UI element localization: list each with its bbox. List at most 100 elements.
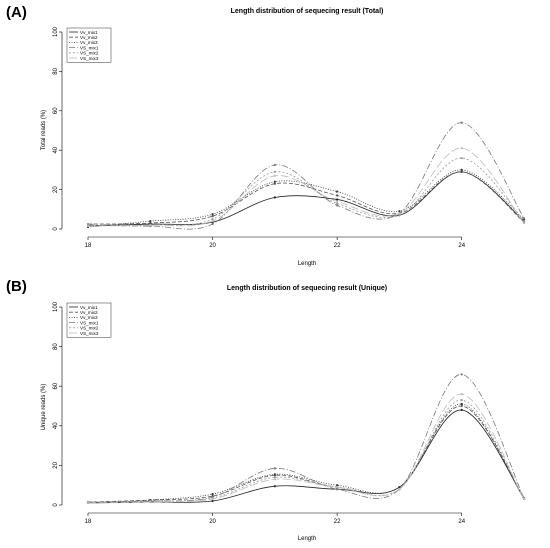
series-line-VS_mix1: [87, 373, 525, 503]
data-point: [522, 497, 526, 501]
y-axis-label: Unique reads (%): [41, 384, 47, 431]
chart-title: Length distribution of sequecing result …: [231, 8, 384, 15]
panel-label: (A): [6, 4, 27, 21]
data-point: [336, 484, 339, 487]
data-point: [273, 473, 276, 476]
data-point: [211, 497, 214, 501]
chart-unique-svg: Length distribution of sequecing result …: [41, 285, 526, 542]
data-point: [522, 220, 526, 223]
chart-panel-unique: (B) Length distribution of sequecing res…: [0, 274, 550, 548]
data-point: [398, 212, 401, 215]
data-point: [460, 170, 463, 173]
y-tick-label: 0: [53, 227, 59, 231]
legend-label: Vv_mix1: [80, 30, 98, 35]
legend-label: Vv_mix2: [80, 35, 98, 40]
data-point: [211, 215, 214, 218]
data-point: [460, 156, 463, 160]
data-point: [336, 486, 339, 489]
legend-label: VS_mix2: [80, 51, 99, 56]
series-line-VS_mix1: [87, 122, 525, 230]
data-point: [273, 163, 276, 167]
series-line-Vv_mix2: [87, 171, 525, 225]
legend-box: [66, 27, 112, 63]
y-tick-label: 60: [53, 382, 59, 389]
chart-title: Length distribution of sequecing result …: [227, 285, 387, 292]
y-axis-label: Total reads (%): [41, 110, 47, 150]
data-point: [273, 180, 276, 183]
x-tick-label: 22: [334, 519, 341, 525]
chart-panel-total: (A) Length distribution of sequecing res…: [6, 4, 526, 267]
data-point: [336, 488, 339, 491]
legend-label: Vv_mix3: [80, 40, 98, 45]
data-point: [86, 222, 90, 226]
data-point: [273, 182, 276, 185]
y-tick-label: 0: [53, 503, 59, 507]
data-point: [149, 220, 152, 223]
data-point: [211, 220, 214, 223]
legend-label: Vv_mix1: [80, 305, 98, 310]
data-point: [460, 121, 463, 124]
x-tick-label: 24: [458, 519, 465, 525]
data-point: [211, 493, 214, 496]
data-point: [398, 210, 401, 213]
legend-label: VS_mix3: [80, 56, 99, 61]
data-point: [398, 488, 401, 491]
data-point: [273, 476, 276, 479]
series-line-VS_mix3: [87, 147, 525, 227]
x-tick-label: 20: [209, 519, 216, 525]
data-point: [211, 499, 214, 503]
data-point: [149, 221, 152, 225]
legend-label: VS_mix2: [80, 326, 99, 331]
data-point: [149, 223, 152, 227]
legend-label: Vv_mix3: [80, 315, 98, 320]
legend-label: VS_mix1: [80, 45, 99, 50]
data-point: [398, 214, 401, 217]
data-point: [336, 202, 339, 205]
legend-box: [66, 302, 112, 338]
data-point: [336, 200, 339, 203]
x-tick-label: 18: [85, 519, 92, 525]
y-tick-label: 60: [53, 107, 59, 114]
data-point: [522, 221, 526, 225]
x-axis-label: Length: [298, 261, 316, 267]
y-tick-label: 20: [53, 461, 59, 468]
data-point: [273, 196, 276, 199]
y-tick-label: 40: [53, 422, 59, 429]
data-point: [211, 218, 214, 221]
x-tick-label: 18: [85, 243, 92, 249]
data-point: [460, 168, 463, 171]
y-tick-label: 20: [53, 186, 59, 193]
y-tick-label: 40: [53, 146, 59, 153]
series-line-Vv_mix2: [87, 405, 525, 503]
data-point: [522, 217, 526, 220]
data-point: [273, 467, 276, 470]
legend-label: VS_mix3: [80, 331, 99, 336]
x-tick-label: 22: [334, 243, 341, 249]
panel-label: (B): [6, 278, 27, 295]
y-tick-label: 100: [53, 26, 59, 37]
data-point: [460, 398, 463, 402]
data-point: [460, 147, 463, 150]
y-tick-label: 80: [53, 67, 59, 74]
y-tick-label: 100: [53, 301, 59, 312]
data-point: [460, 393, 463, 396]
data-point: [273, 174, 276, 177]
x-axis-label: Length: [298, 536, 316, 542]
data-point: [398, 486, 401, 489]
series-line-Vv_mix1: [87, 409, 525, 504]
series-line-Vv_mix3: [87, 403, 525, 504]
series-line-Vv_mix3: [87, 169, 525, 228]
data-point: [336, 204, 339, 207]
data-point: [336, 190, 339, 193]
legend-label: VS_mix1: [80, 320, 99, 325]
data-point: [273, 478, 276, 481]
series-line-Vv_mix1: [87, 171, 525, 227]
data-point: [336, 198, 339, 201]
chart-total-svg: Length distribution of sequecing result …: [41, 8, 526, 267]
data-point: [273, 170, 276, 173]
data-point: [149, 500, 152, 504]
y-tick-label: 80: [53, 343, 59, 350]
data-point: [460, 408, 463, 412]
series-line-VS_mix2: [87, 157, 525, 226]
data-point: [460, 404, 463, 408]
